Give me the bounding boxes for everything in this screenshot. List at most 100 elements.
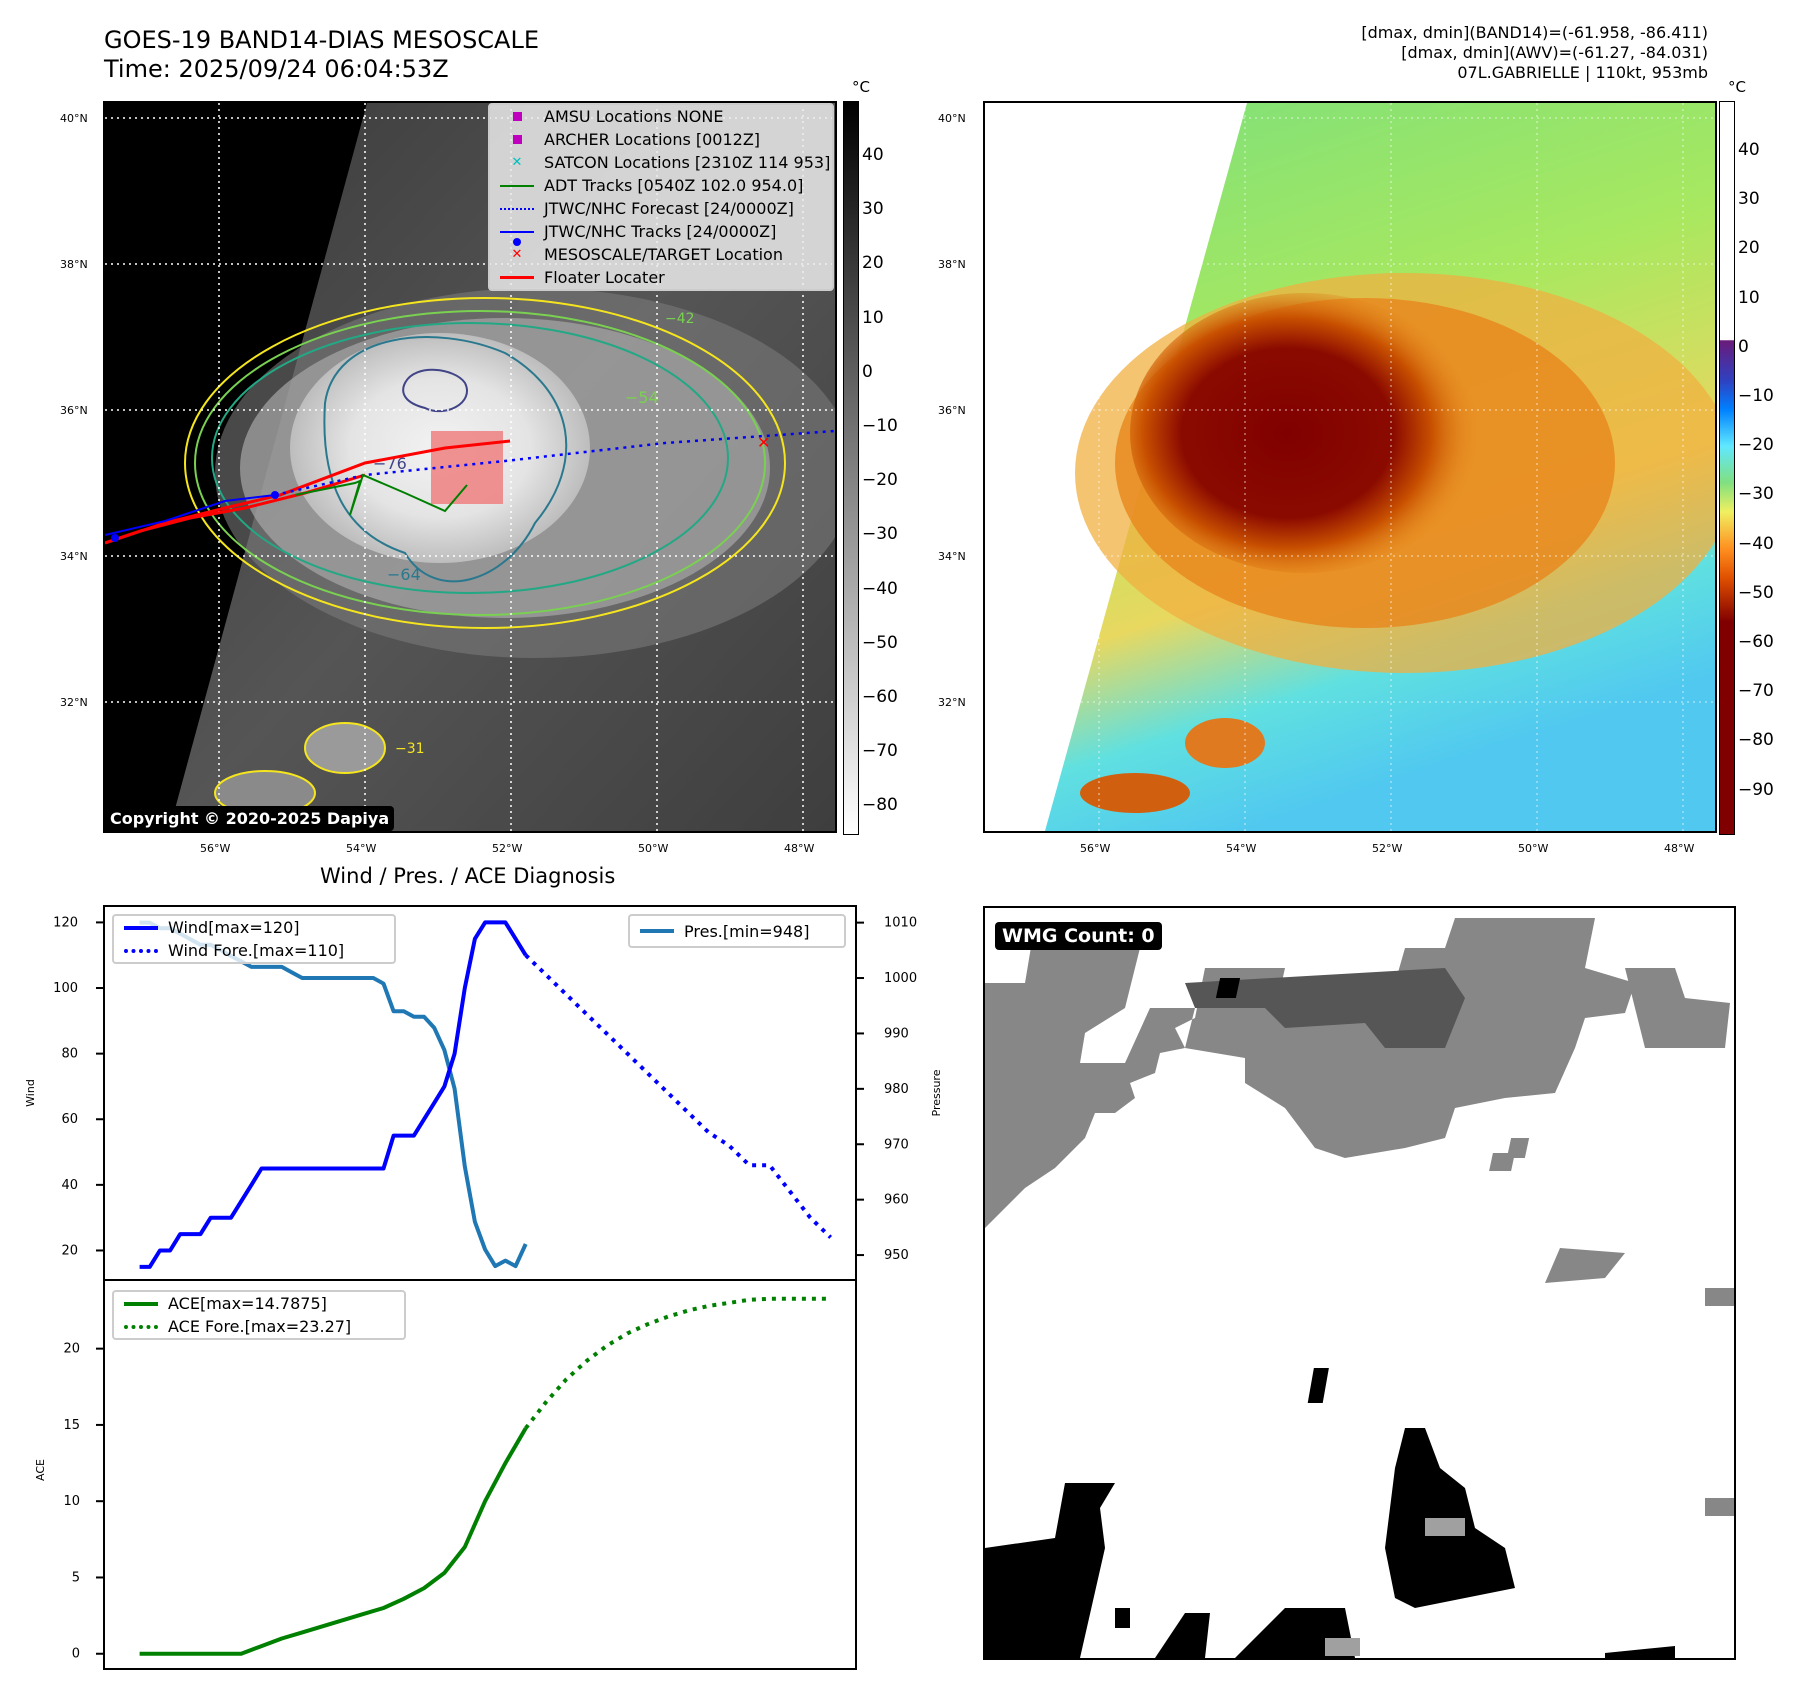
legend-item-floater: Floater Locater <box>490 266 832 289</box>
awv-lat-tick-32n: 32°N <box>938 696 966 709</box>
lon-tick-50w: 50°W <box>638 842 669 855</box>
ir-colorbar-tick: 20 <box>862 253 884 274</box>
awv-lon-tick-56w: 56°W <box>1080 842 1111 855</box>
copyright-badge: Copyright © 2020-2025 Dapiya <box>105 806 395 831</box>
awv-colorbar-tick: −80 <box>1738 730 1774 751</box>
legend-item-jtwc-tracks: JTWC/NHC Tracks [24/0000Z] <box>490 220 832 246</box>
solid-line-icon <box>114 1301 168 1306</box>
mesoscale-target-marker: ✕ <box>757 433 770 452</box>
ir-colorbar-tick: −60 <box>862 687 898 707</box>
figure-title: GOES-19 BAND14-DIAS MESOSCALE <box>104 26 540 54</box>
lon-tick-52w: 52°W <box>492 842 523 855</box>
wmg-region-black <box>985 1483 1115 1658</box>
wind-fore-max-line <box>524 953 832 1239</box>
diagnosis-title: Wind / Pres. / ACE Diagnosis <box>320 864 616 888</box>
ir-colorbar-tick: 10 <box>862 307 884 328</box>
pressure-ytick-label: 970 <box>884 1137 909 1152</box>
ace-ytick-label: 5 <box>72 1570 80 1585</box>
pressure-ytick-label: 990 <box>884 1026 909 1041</box>
ace-fore-max-line <box>524 1296 831 1430</box>
awv-colorbar-tick: 20 <box>1738 238 1760 259</box>
dotted-line-icon <box>114 948 168 953</box>
ace-plot: 0 5 10 15 20 <box>63 1296 831 1662</box>
pressure-ytick-label: 980 <box>884 1082 909 1097</box>
ir-colorbar <box>843 101 859 835</box>
ace-ytick-label: 15 <box>63 1418 80 1433</box>
ir-colorbar-tick: −10 <box>862 416 898 436</box>
legend-item-archer: ARCHER Locations [0012Z] <box>490 128 832 151</box>
awv-satellite-map[interactable] <box>983 101 1717 833</box>
pressure-ytick-label: 1000 <box>884 971 917 986</box>
contour-blue <box>323 336 568 583</box>
ir-colorbar-tick: −20 <box>862 470 898 491</box>
awv-colorbar-unit: °C <box>1728 78 1746 96</box>
lat-tick-38n: 38°N <box>60 258 88 271</box>
wmg-panel[interactable]: WMG Count: 0 <box>983 906 1736 1660</box>
line-dot-icon <box>490 230 544 246</box>
jtwc-nhc-track <box>105 494 276 536</box>
ace-axis-label: ACE <box>34 1459 47 1481</box>
awv-stats: [dmax, dmin](AWV)=(-61.27, -84.031) <box>1401 43 1708 62</box>
dotted-line-icon <box>490 207 544 210</box>
awv-lat-tick-40n: 40°N <box>938 112 966 125</box>
square-marker-icon <box>490 112 544 121</box>
awv-lat-tick-38n: 38°N <box>938 258 966 271</box>
solid-line-icon <box>490 276 544 279</box>
contour-yellow <box>184 297 786 629</box>
wmg-classification-grid <box>985 918 1734 1658</box>
lon-tick-54w: 54°W <box>346 842 377 855</box>
wind-ytick-label: 60 <box>61 1112 78 1127</box>
ir-colorbar-tick: 30 <box>862 199 884 220</box>
wmg-cell-black <box>1215 978 1241 998</box>
solid-line-icon <box>630 929 684 933</box>
wind-pres-plot: 20 40 60 80 100 120 950 960 970 980 990 1000 1010 <box>53 915 917 1269</box>
ir-satellite-map[interactable]: −76 −64 −54 −42 −31 ✕ <box>103 101 837 833</box>
legend-item-pressure: Pres.[min=948] <box>630 916 844 946</box>
ir-colorbar-tick: −80 <box>862 795 898 816</box>
awv-colorbar-tick: 0 <box>1738 336 1749 357</box>
band14-stats: [dmax, dmin](BAND14)=(-61.958, -86.411) <box>1361 23 1708 42</box>
legend-item-mesoscale-target: ✕ MESOSCALE/TARGET Location <box>490 243 832 266</box>
awv-colorbar-tick: −30 <box>1738 484 1774 505</box>
wind-ytick-label: 40 <box>61 1178 78 1193</box>
legend-item-wind-forecast: Wind Fore.[max=110] <box>114 939 394 962</box>
pressure-legend: Pres.[min=948] <box>628 914 846 948</box>
legend-item-adt: ADT Tracks [0540Z 102.0 954.0] <box>490 174 832 197</box>
legend-item-satcon: ✕ SATCON Locations [2310Z 114 953] <box>490 151 832 174</box>
contour-label-31: −31 <box>395 741 425 757</box>
lat-tick-32n: 32°N <box>60 696 88 709</box>
wind-ytick-label: 120 <box>53 915 78 930</box>
wind-ytick-label: 100 <box>53 981 78 996</box>
wind-ytick-label: 20 <box>61 1243 78 1258</box>
ir-colorbar-tick: −70 <box>862 741 898 762</box>
pressure-ytick-label: 960 <box>884 1193 909 1208</box>
awv-storm-core <box>1130 293 1480 573</box>
ir-map-legend: AMSU Locations NONE ARCHER Locations [00… <box>488 103 834 291</box>
wmg-region-gray <box>985 918 1635 1228</box>
awv-lat-tick-34n: 34°N <box>938 550 966 563</box>
storm-info: 07L.GABRIELLE | 110kt, 953mb <box>1457 63 1708 82</box>
contour-label-42: −42 <box>665 311 695 327</box>
ir-colorbar-tick: −30 <box>862 524 898 545</box>
awv-colorbar <box>1719 101 1735 835</box>
awv-colorbar-tick: −40 <box>1738 533 1774 554</box>
wind-legend: Wind[max=120] Wind Fore.[max=110] <box>112 914 396 964</box>
wind-ytick-label: 80 <box>61 1047 78 1062</box>
awv-lon-tick-50w: 50°W <box>1518 842 1549 855</box>
square-marker-icon <box>490 135 544 144</box>
ace-ytick-label: 0 <box>72 1647 80 1662</box>
awv-colorbar-tick: −50 <box>1738 582 1774 603</box>
ace-max-line <box>139 1427 528 1656</box>
awv-lat-tick-36n: 36°N <box>938 404 966 417</box>
ir-colorbar-tick: 40 <box>862 145 884 165</box>
awv-colorbar-tick: −20 <box>1738 435 1774 456</box>
awv-lon-tick-54w: 54°W <box>1226 842 1257 855</box>
ace-plot-frame <box>103 1279 857 1670</box>
lat-tick-34n: 34°N <box>60 550 88 563</box>
contour-light-green <box>194 310 766 616</box>
awv-colorbar-tick: 30 <box>1738 189 1760 210</box>
adt-track <box>294 473 468 516</box>
lat-tick-40n: 40°N <box>60 112 88 125</box>
awv-colorbar-tick: 40 <box>1738 140 1760 160</box>
wmg-count-badge: WMG Count: 0 <box>995 922 1162 950</box>
